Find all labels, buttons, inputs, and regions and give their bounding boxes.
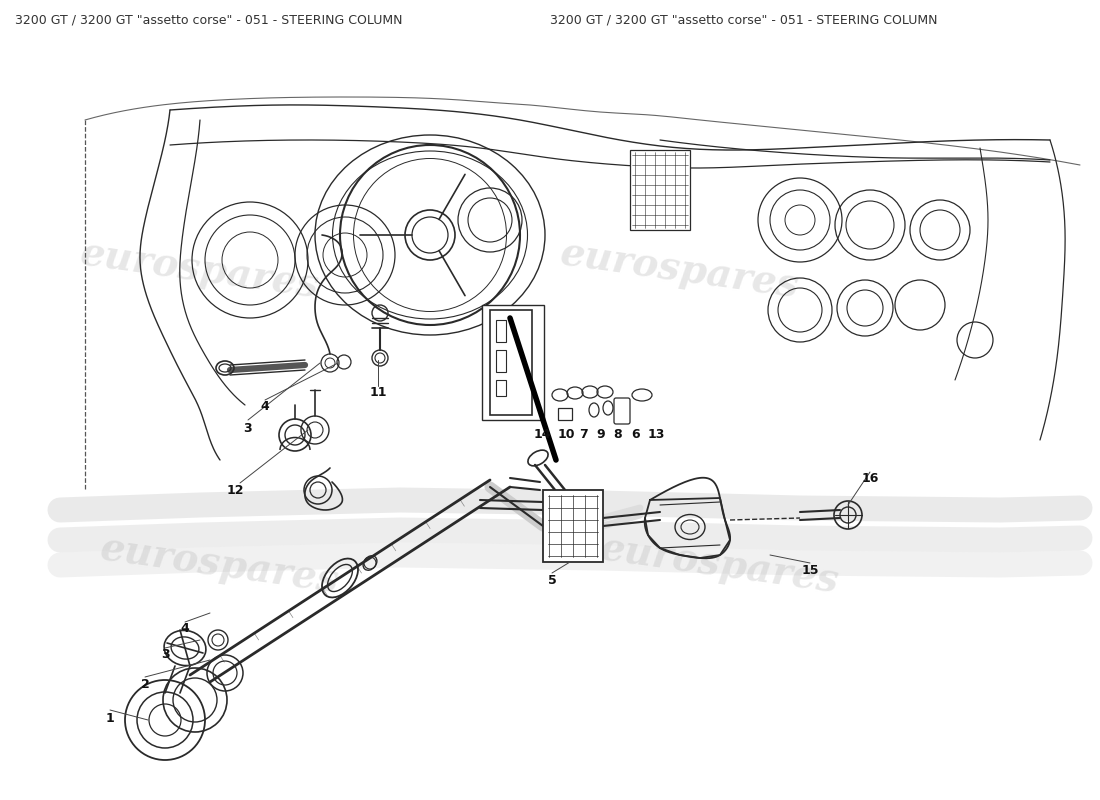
- Text: 16: 16: [861, 471, 879, 485]
- Text: 4: 4: [180, 622, 189, 634]
- Text: 9: 9: [596, 429, 605, 442]
- Bar: [482, 305, 544, 420]
- Bar: [543, 490, 603, 562]
- Bar: [496, 350, 506, 372]
- Text: 3: 3: [161, 649, 169, 662]
- Text: eurospares: eurospares: [98, 530, 342, 601]
- Bar: [496, 320, 506, 342]
- Text: 8: 8: [614, 429, 623, 442]
- Text: 13: 13: [647, 429, 664, 442]
- Bar: [496, 380, 506, 396]
- Text: 4: 4: [261, 401, 270, 414]
- Text: 3: 3: [244, 422, 252, 434]
- FancyBboxPatch shape: [614, 398, 630, 424]
- Text: eurospares: eurospares: [558, 234, 802, 306]
- Text: 14: 14: [534, 429, 551, 442]
- Text: 5: 5: [548, 574, 557, 586]
- Text: 7: 7: [580, 429, 588, 442]
- Bar: [630, 150, 690, 230]
- Text: 2: 2: [141, 678, 150, 691]
- Text: eurospares: eurospares: [78, 234, 322, 306]
- Text: 1: 1: [106, 711, 114, 725]
- Text: 11: 11: [370, 386, 387, 399]
- Text: 6: 6: [631, 429, 640, 442]
- Text: 15: 15: [801, 563, 818, 577]
- Text: 3200 GT / 3200 GT "assetto corse" - 051 - STEERING COLUMN: 3200 GT / 3200 GT "assetto corse" - 051 …: [550, 14, 937, 26]
- Text: 10: 10: [558, 429, 574, 442]
- Bar: [558, 408, 572, 420]
- Text: 12: 12: [227, 483, 244, 497]
- Text: eurospares: eurospares: [598, 530, 842, 601]
- Text: 3200 GT / 3200 GT "assetto corse" - 051 - STEERING COLUMN: 3200 GT / 3200 GT "assetto corse" - 051 …: [15, 14, 403, 26]
- Bar: [490, 310, 532, 415]
